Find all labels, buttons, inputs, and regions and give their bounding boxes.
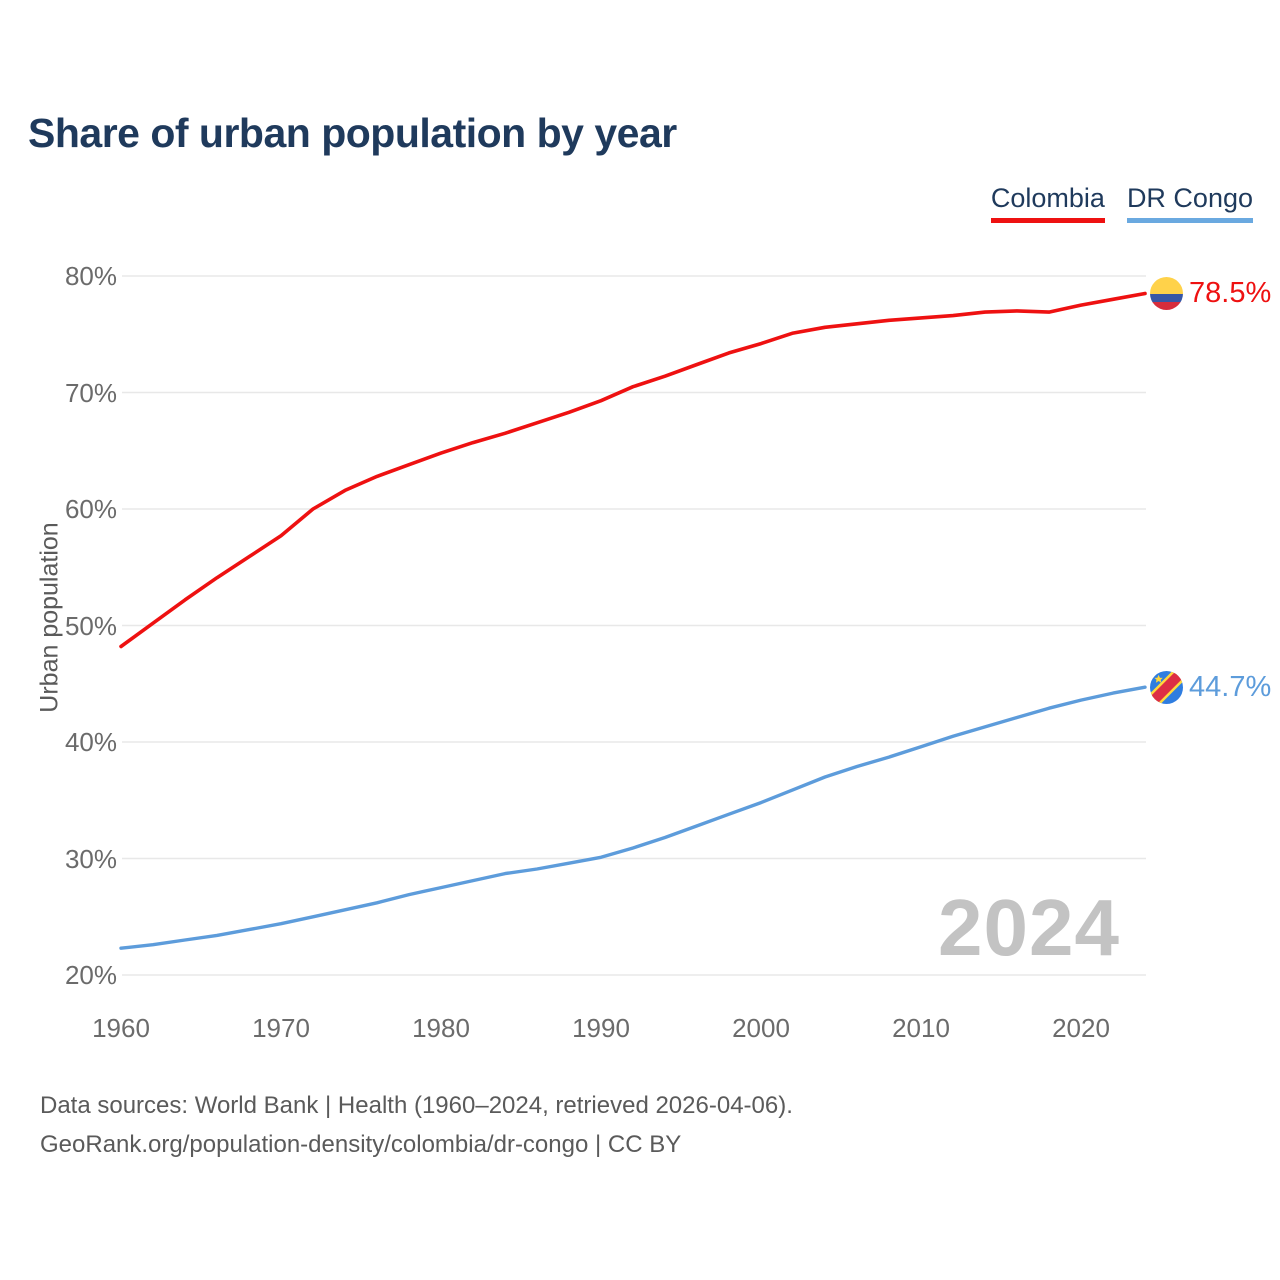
y-axis-tick-label: 80%: [64, 261, 117, 291]
x-axis-tick-label: 1970: [252, 1013, 310, 1043]
legend-item-colombia[interactable]: Colombia: [990, 183, 1105, 223]
y-axis-tick-label: 30%: [64, 843, 117, 874]
chart-title: Share of urban population by year: [28, 110, 677, 156]
y-axis-tick-label: 70%: [64, 377, 117, 408]
gridlines-layer: [122, 275, 1146, 976]
colombia-end-value: 78.5%: [1189, 277, 1272, 309]
y-axis-tick-label: 50%: [64, 610, 117, 641]
colombia-flag-icon: [1150, 277, 1183, 310]
dr-congo-end-value: 44.7%: [1189, 671, 1272, 703]
y-axis-tick-label: 60%: [64, 494, 117, 524]
x-axis-tick-label: 1960: [92, 1013, 150, 1043]
y-axis-tick-label: 20%: [64, 960, 117, 990]
y-axis-tick-label: 40%: [64, 727, 117, 757]
x-axis-tick-label: 2000: [732, 1013, 790, 1043]
dr-congo-flag-icon: [1150, 671, 1183, 704]
footer: Data sources: World Bank | Health (1960–…: [40, 1086, 793, 1164]
series-layer: [119, 291, 1147, 950]
footer-sources-line: Data sources: World Bank | Health (1960–…: [40, 1092, 793, 1119]
x-axis-tick-label: 1990: [572, 1013, 630, 1043]
x-axis-tick-label: 1980: [412, 1013, 470, 1043]
legend-item-dr-congo[interactable]: DR Congo: [1126, 183, 1253, 223]
dr-congo-end-label: 44.7%: [1150, 671, 1271, 704]
x-axis-tick-label: 2010: [892, 1013, 950, 1043]
colombia-end-label: 78.5%: [1150, 277, 1271, 310]
legend: Colombia DR Congo: [990, 183, 1253, 223]
series-line-dr-congo: [119, 685, 1147, 950]
year-watermark: 2024: [938, 883, 1120, 972]
footer-url-line: GeoRank.org/population-density/colombia/…: [40, 1131, 682, 1158]
series-line-colombia: [119, 291, 1147, 649]
x-axis-tick-label: 2020: [1052, 1013, 1110, 1043]
